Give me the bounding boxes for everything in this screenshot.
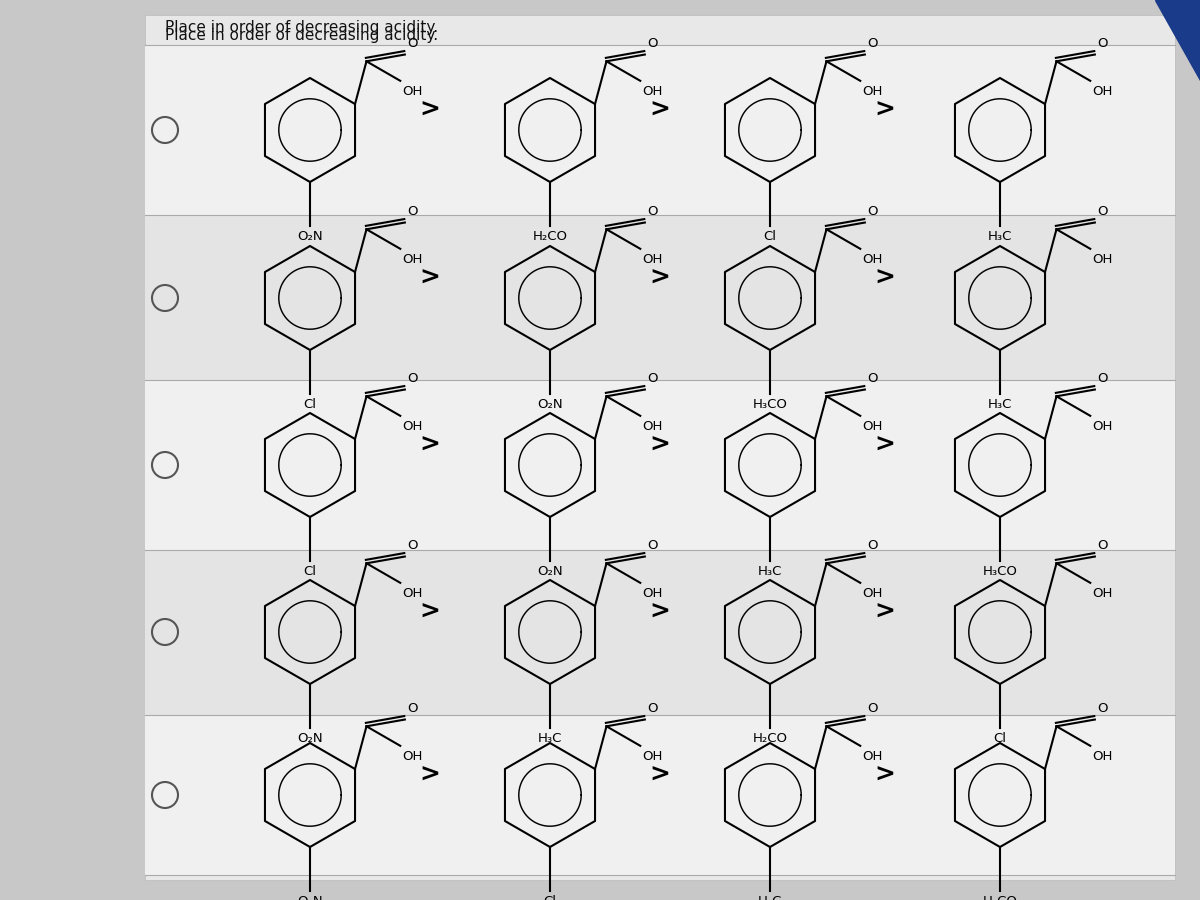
- Text: H₂CO: H₂CO: [533, 230, 568, 243]
- Text: OH: OH: [402, 253, 422, 266]
- Text: >: >: [649, 266, 671, 290]
- Text: OH: OH: [863, 85, 883, 98]
- Text: O: O: [647, 204, 658, 218]
- Text: H₂CO: H₂CO: [752, 733, 787, 745]
- Text: Cl: Cl: [763, 230, 776, 243]
- Text: H₃CO: H₃CO: [752, 398, 787, 411]
- Text: H₃C: H₃C: [988, 398, 1012, 411]
- Text: OH: OH: [402, 587, 422, 599]
- Text: OH: OH: [642, 750, 662, 763]
- Text: OH: OH: [1092, 85, 1112, 98]
- Text: OH: OH: [402, 750, 422, 763]
- Text: O: O: [866, 701, 877, 715]
- Text: O: O: [866, 372, 877, 384]
- Text: O: O: [647, 372, 658, 384]
- Text: >: >: [875, 266, 895, 290]
- Text: O: O: [407, 372, 418, 384]
- Text: H₃CO: H₃CO: [983, 896, 1018, 900]
- Text: >: >: [420, 600, 440, 624]
- Text: >: >: [420, 98, 440, 122]
- Text: Cl: Cl: [304, 565, 317, 578]
- Text: H₃CO: H₃CO: [983, 565, 1018, 578]
- Text: >: >: [875, 763, 895, 787]
- Text: O: O: [407, 538, 418, 552]
- Text: OH: OH: [863, 419, 883, 433]
- Polygon shape: [1154, 0, 1200, 80]
- Text: >: >: [420, 266, 440, 290]
- Text: OH: OH: [863, 587, 883, 599]
- Text: O: O: [866, 37, 877, 50]
- Text: >: >: [875, 98, 895, 122]
- Text: H₃C: H₃C: [758, 565, 782, 578]
- Text: OH: OH: [642, 85, 662, 98]
- FancyBboxPatch shape: [145, 715, 1175, 875]
- Text: >: >: [875, 433, 895, 457]
- Text: OH: OH: [642, 587, 662, 599]
- Text: OH: OH: [1092, 253, 1112, 266]
- Text: OH: OH: [402, 419, 422, 433]
- Text: O: O: [647, 701, 658, 715]
- Text: Cl: Cl: [544, 896, 557, 900]
- Text: H₃C: H₃C: [988, 230, 1012, 243]
- Text: >: >: [420, 433, 440, 457]
- FancyBboxPatch shape: [145, 550, 1175, 715]
- Text: O₂N: O₂N: [298, 896, 323, 900]
- Text: O₂N: O₂N: [538, 565, 563, 578]
- Text: OH: OH: [1092, 587, 1112, 599]
- Text: O₂N: O₂N: [298, 733, 323, 745]
- FancyBboxPatch shape: [145, 380, 1175, 550]
- Text: O: O: [1097, 538, 1108, 552]
- Text: Cl: Cl: [304, 398, 317, 411]
- Text: >: >: [649, 433, 671, 457]
- Text: O: O: [1097, 701, 1108, 715]
- Text: H₃C: H₃C: [758, 896, 782, 900]
- Text: O: O: [407, 701, 418, 715]
- Text: O: O: [1097, 37, 1108, 50]
- Text: O: O: [866, 204, 877, 218]
- Text: Place in order of decreasing acidity.: Place in order of decreasing acidity.: [166, 20, 438, 35]
- Text: O: O: [647, 538, 658, 552]
- Text: OH: OH: [642, 419, 662, 433]
- Text: >: >: [649, 98, 671, 122]
- Text: OH: OH: [863, 750, 883, 763]
- Text: O: O: [407, 204, 418, 218]
- Text: OH: OH: [1092, 750, 1112, 763]
- Text: >: >: [875, 600, 895, 624]
- Text: O: O: [1097, 204, 1108, 218]
- Text: O: O: [647, 37, 658, 50]
- Text: OH: OH: [1092, 419, 1112, 433]
- FancyBboxPatch shape: [145, 45, 1175, 215]
- Text: >: >: [649, 600, 671, 624]
- Text: Place in order of decreasing acidity.: Place in order of decreasing acidity.: [166, 28, 438, 43]
- Text: >: >: [649, 763, 671, 787]
- Text: OH: OH: [863, 253, 883, 266]
- Text: OH: OH: [642, 253, 662, 266]
- Text: O: O: [1097, 372, 1108, 384]
- Text: O: O: [407, 37, 418, 50]
- Text: O₂N: O₂N: [538, 398, 563, 411]
- FancyBboxPatch shape: [145, 15, 1175, 880]
- Text: O₂N: O₂N: [298, 230, 323, 243]
- Text: OH: OH: [402, 85, 422, 98]
- Text: >: >: [420, 763, 440, 787]
- FancyBboxPatch shape: [145, 215, 1175, 380]
- Text: O: O: [866, 538, 877, 552]
- Text: H₃C: H₃C: [538, 733, 562, 745]
- Text: Cl: Cl: [994, 733, 1007, 745]
